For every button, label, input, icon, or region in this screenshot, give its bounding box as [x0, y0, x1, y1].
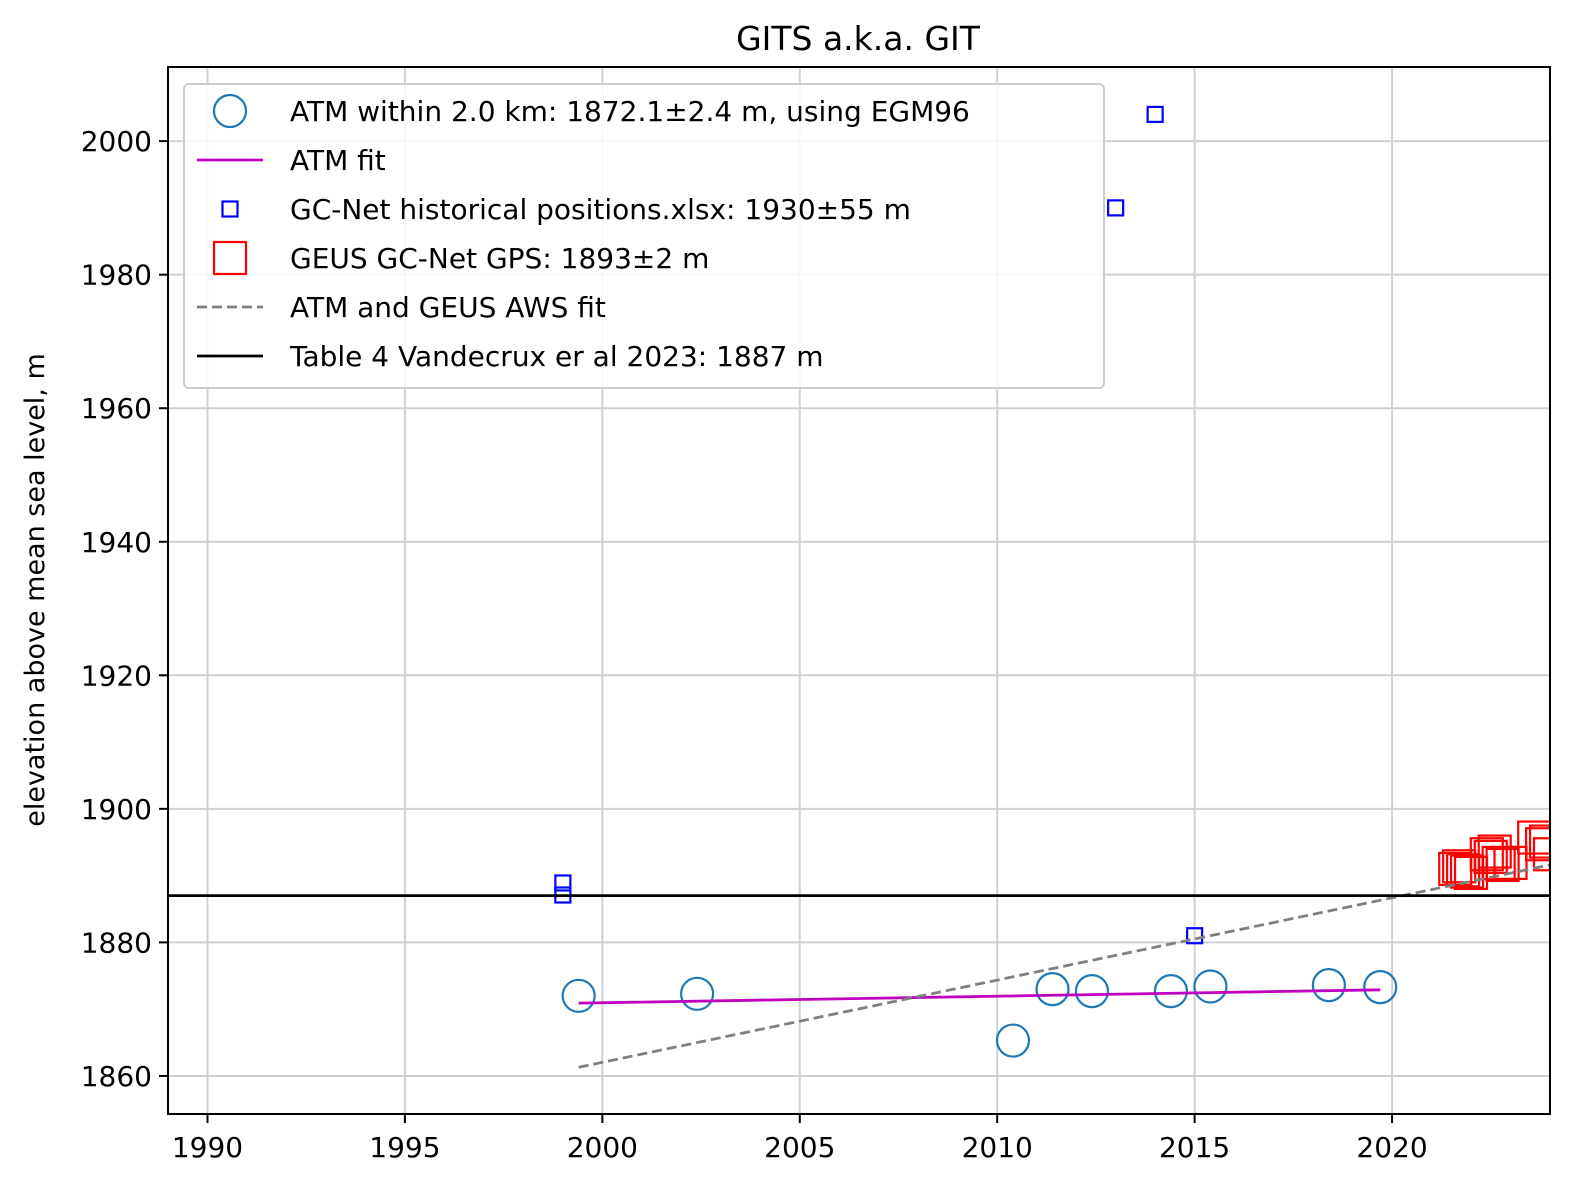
- chart-title: GITS a.k.a. GIT: [736, 19, 981, 58]
- aws-fit-line: [578, 863, 1550, 1069]
- atm-point: [1035, 972, 1070, 1007]
- data-marks: [168, 105, 1550, 1069]
- x-tick-label: 2010: [962, 1131, 1033, 1164]
- geus-gps-point: [1528, 824, 1550, 859]
- legend-label: ATM fit: [290, 144, 386, 177]
- x-tick-label: 2000: [567, 1131, 638, 1164]
- atm-point: [1311, 968, 1346, 1003]
- y-tick-label: 1920: [81, 659, 152, 692]
- geus-gps-point: [1485, 847, 1520, 883]
- gcnet-historical-point: [554, 874, 572, 892]
- y-axis: 1860 1880 1900 1920 1940 1960 1980 2000: [81, 125, 168, 1093]
- atm-point: [1363, 970, 1398, 1005]
- legend-label: GC-Net historical positions.xlsx: 1930±5…: [290, 193, 911, 226]
- y-tick-label: 1940: [81, 526, 152, 559]
- x-tick-label: 1995: [369, 1131, 440, 1164]
- legend-marker: [212, 240, 248, 276]
- y-tick-label: 1900: [81, 793, 152, 826]
- y-tick-label: 1960: [81, 392, 152, 425]
- atm-fit-line: [578, 988, 1381, 1005]
- legend-label: ATM within 2.0 km: 1872.1±2.4 m, using E…: [290, 95, 970, 128]
- legend-label: ATM and GEUS AWS fit: [290, 291, 606, 324]
- legend-marker: [212, 93, 248, 129]
- gcnet-historical-point: [1107, 199, 1125, 217]
- atm-point: [1153, 974, 1189, 1009]
- x-axis: 1990 1995 2000 2005 2010 2015 2020: [172, 1114, 1428, 1164]
- legend-marker: [221, 200, 239, 218]
- geus-gps-point: [1493, 845, 1528, 881]
- x-tick-label: 2015: [1159, 1131, 1230, 1164]
- atm-point: [680, 976, 715, 1011]
- atm-point: [1193, 969, 1228, 1004]
- plot-area: [168, 105, 1550, 1069]
- legend-box: [183, 83, 1105, 389]
- y-tick-label: 2000: [81, 125, 152, 158]
- atm-point: [995, 1023, 1031, 1058]
- y-tick-label: 1860: [81, 1060, 152, 1093]
- y-tick-label: 1980: [81, 259, 152, 292]
- gcnet-historical-point: [1186, 927, 1204, 945]
- x-tick-label: 1990: [172, 1131, 243, 1164]
- legend-label: Table 4 Vandecrux er al 2023: 1887 m: [289, 340, 824, 373]
- geus-gps-point: [1473, 839, 1508, 875]
- gcnet-historical-point: [1146, 105, 1164, 124]
- geus-gps-point: [1525, 827, 1550, 862]
- legend: ATM within 2.0 km: 1872.1±2.4 m, using E…: [183, 83, 1105, 389]
- geus-gps-point: [1532, 837, 1550, 872]
- x-tick-label: 2005: [764, 1131, 835, 1164]
- legend-label: GEUS GC-Net GPS: 1893±2 m: [290, 242, 709, 275]
- atm-point: [561, 978, 596, 1013]
- plot-frame: [167, 66, 1551, 1115]
- atm-point: [1074, 974, 1110, 1009]
- y-axis-label: elevation above mean sea level, m: [20, 353, 51, 827]
- x-tick-label: 2020: [1356, 1131, 1427, 1164]
- y-tick-label: 1880: [81, 926, 152, 959]
